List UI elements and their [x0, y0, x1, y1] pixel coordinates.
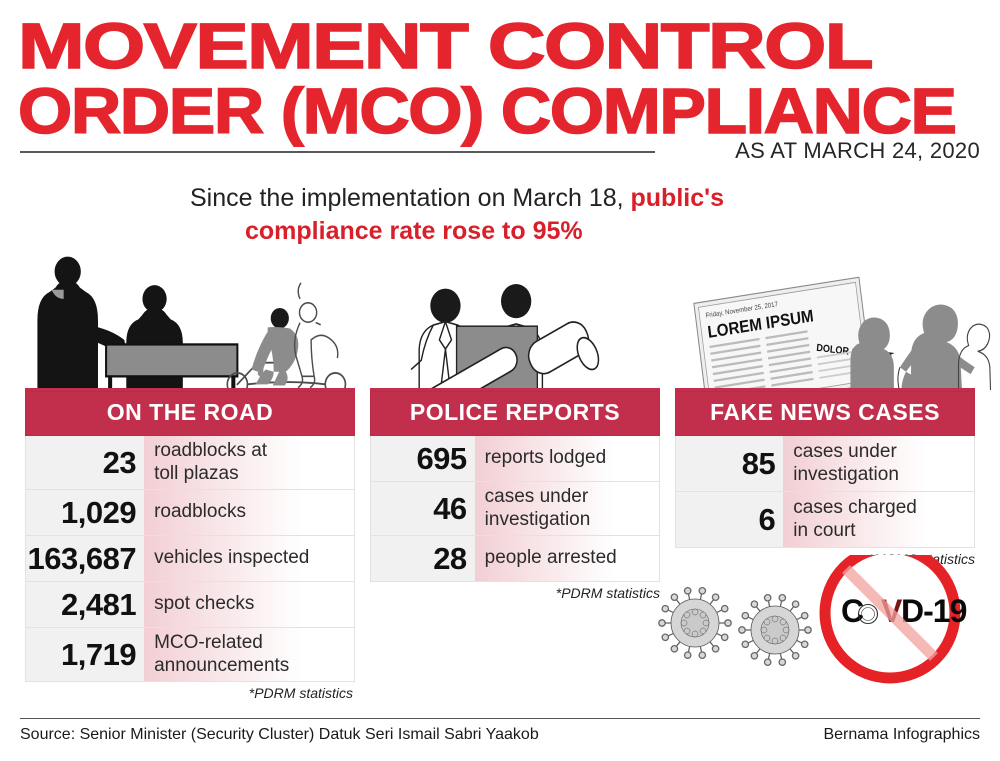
svg-text:D-19: D-19: [901, 593, 967, 629]
svg-text:C: C: [841, 593, 864, 629]
